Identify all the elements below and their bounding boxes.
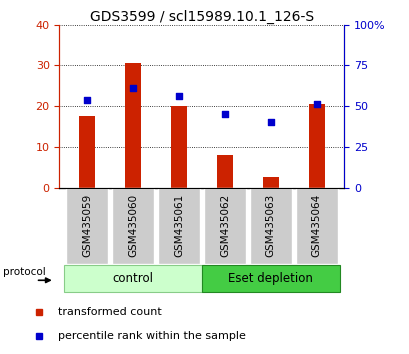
Bar xyxy=(79,116,95,188)
Text: GSM435064: GSM435064 xyxy=(311,194,321,257)
Text: control: control xyxy=(112,272,153,285)
Point xyxy=(267,120,274,125)
Bar xyxy=(203,188,245,264)
Text: transformed count: transformed count xyxy=(58,307,162,317)
Text: GSM435063: GSM435063 xyxy=(265,194,275,257)
Bar xyxy=(216,155,232,188)
Title: GDS3599 / scl15989.10.1_126-S: GDS3599 / scl15989.10.1_126-S xyxy=(90,10,313,24)
Text: protocol: protocol xyxy=(3,267,46,277)
Bar xyxy=(64,265,202,292)
Text: Eset depletion: Eset depletion xyxy=(228,272,312,285)
Bar xyxy=(112,188,154,264)
Bar xyxy=(262,177,278,188)
Bar xyxy=(157,188,200,264)
Text: GSM435061: GSM435061 xyxy=(173,194,184,257)
Bar xyxy=(125,63,141,188)
Text: percentile rank within the sample: percentile rank within the sample xyxy=(58,331,245,341)
Bar xyxy=(295,188,337,264)
Point xyxy=(221,112,228,117)
Text: GSM435059: GSM435059 xyxy=(82,194,92,257)
Point xyxy=(129,85,136,91)
Bar xyxy=(171,106,187,188)
Bar xyxy=(249,188,291,264)
Bar xyxy=(308,104,324,188)
Text: GSM435060: GSM435060 xyxy=(128,194,138,257)
Point xyxy=(83,97,90,103)
Text: GSM435062: GSM435062 xyxy=(219,194,229,257)
Bar xyxy=(66,188,108,264)
Point xyxy=(313,101,319,107)
Point xyxy=(175,93,182,99)
Bar xyxy=(201,265,339,292)
